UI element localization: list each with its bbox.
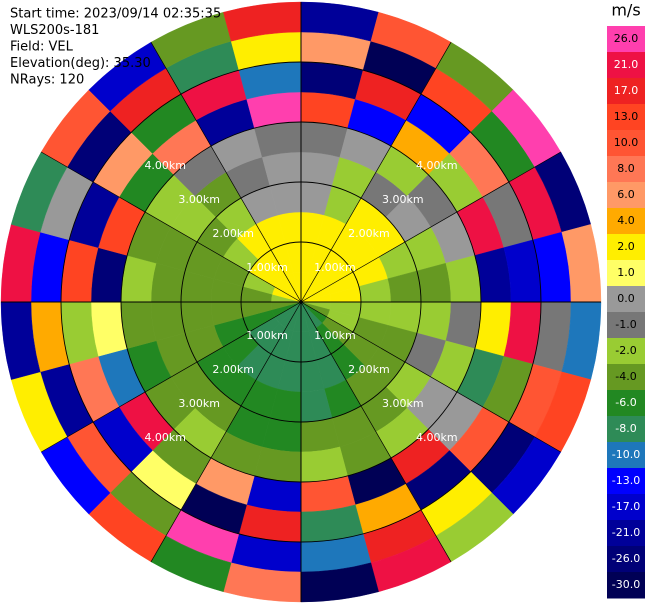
colorbar-segment <box>607 286 645 313</box>
colorbar-tick-label: 21.0 <box>614 58 639 71</box>
azimuth-spoke <box>300 301 452 562</box>
colorbar-tick-label: 26.0 <box>614 32 639 45</box>
colorbar-tick-label: -6.0 <box>615 396 636 409</box>
colorbar-segment <box>607 494 645 521</box>
velocity-bin <box>445 255 482 303</box>
velocity-bin <box>254 446 302 483</box>
colorbar-segment <box>607 390 645 417</box>
colorbar-segment <box>607 572 645 599</box>
range-label: 1.00km <box>314 329 356 342</box>
colorbar-segment <box>607 234 645 261</box>
info-line: NRays: 120 <box>10 73 84 88</box>
range-label: 2.00km <box>348 363 390 376</box>
colorbar-segment <box>607 130 645 157</box>
velocity-bin <box>445 301 482 349</box>
range-label: 1.00km <box>246 261 288 274</box>
velocity-bin <box>120 301 157 349</box>
azimuth-spoke <box>150 301 302 562</box>
velocity-bin <box>254 121 302 158</box>
colorbar-tick-label: -13.0 <box>612 474 640 487</box>
colorbar-tick-label: 10.0 <box>614 136 639 149</box>
range-label: 1.00km <box>314 261 356 274</box>
info-line: Start time: 2023/09/14 02:35:35 <box>10 7 221 22</box>
range-ring <box>60 61 542 543</box>
colorbar-segment <box>607 26 645 53</box>
colorbar-tick-label: -17.0 <box>612 500 640 513</box>
colorbar-tick-label: 0.0 <box>617 292 635 305</box>
velocity-bin <box>300 121 348 158</box>
colorbar-segment <box>607 182 645 209</box>
colorbar-tick-label: -10.0 <box>612 448 640 461</box>
colorbar-tick-label: -1.0 <box>615 318 636 331</box>
colorbar-segment <box>607 468 645 495</box>
range-label: 2.00km <box>212 363 254 376</box>
colorbar-segment <box>607 364 645 391</box>
colorbar-segment <box>607 442 645 469</box>
azimuth-spoke <box>150 42 302 303</box>
range-label: 3.00km <box>178 397 220 410</box>
range-label: 4.00km <box>416 159 458 172</box>
colorbar-tick-label: -8.0 <box>615 422 636 435</box>
colorbar-tick-label: 4.0 <box>617 214 635 227</box>
range-label: 3.00km <box>382 397 424 410</box>
colorbar-tick-label: -2.0 <box>615 344 636 357</box>
azimuth-spoke <box>41 151 302 303</box>
azimuth-spoke <box>300 151 561 303</box>
colorbar-tick-label: 1.0 <box>617 266 635 279</box>
azimuth-spoke <box>300 42 452 303</box>
range-ring <box>120 121 482 483</box>
colorbar-segment <box>607 52 645 79</box>
colorbar-tick-label: 13.0 <box>614 110 639 123</box>
range-label: 3.00km <box>382 193 424 206</box>
azimuth-spoke <box>41 301 302 453</box>
azimuth-spoke <box>300 301 561 453</box>
colorbar-segment <box>607 208 645 235</box>
range-label: 2.00km <box>212 227 254 240</box>
colorbar-tick-label: -26.0 <box>612 552 640 565</box>
colorbar-segment <box>607 520 645 547</box>
colorbar-tick-label: 8.0 <box>617 162 635 175</box>
range-label: 4.00km <box>144 431 186 444</box>
colorbar-segment <box>607 104 645 131</box>
colorbar-tick-label: -4.0 <box>615 370 636 383</box>
colorbar-segment <box>607 416 645 443</box>
range-label: 1.00km <box>246 329 288 342</box>
range-label: 4.00km <box>144 159 186 172</box>
range-label: 4.00km <box>416 431 458 444</box>
range-label: 2.00km <box>348 227 390 240</box>
colorbar-segment <box>607 260 645 287</box>
colorbar-segment <box>607 546 645 573</box>
colorbar-segment <box>607 156 645 183</box>
info-line: Elevation(deg): 35.30 <box>10 56 151 71</box>
info-line: Field: VEL <box>10 40 74 55</box>
velocity-bin <box>300 446 348 483</box>
colorbar-tick-label: -21.0 <box>612 526 640 539</box>
colorbar-tick-label: 2.0 <box>617 240 635 253</box>
colorbar-label: m/s <box>611 1 640 20</box>
velocity-bin <box>120 255 157 303</box>
colorbar-segment <box>607 312 645 339</box>
colorbar-tick-label: 6.0 <box>617 188 635 201</box>
range-ring <box>240 241 362 363</box>
colorbar-segment <box>607 78 645 105</box>
range-ring <box>180 181 422 423</box>
range-label: 3.00km <box>178 193 220 206</box>
info-line: WLS200s-181 <box>10 23 99 38</box>
colorbar-tick-label: -30.0 <box>612 578 640 591</box>
colorbar-tick-label: 17.0 <box>614 84 639 97</box>
colorbar-segment <box>607 338 645 365</box>
